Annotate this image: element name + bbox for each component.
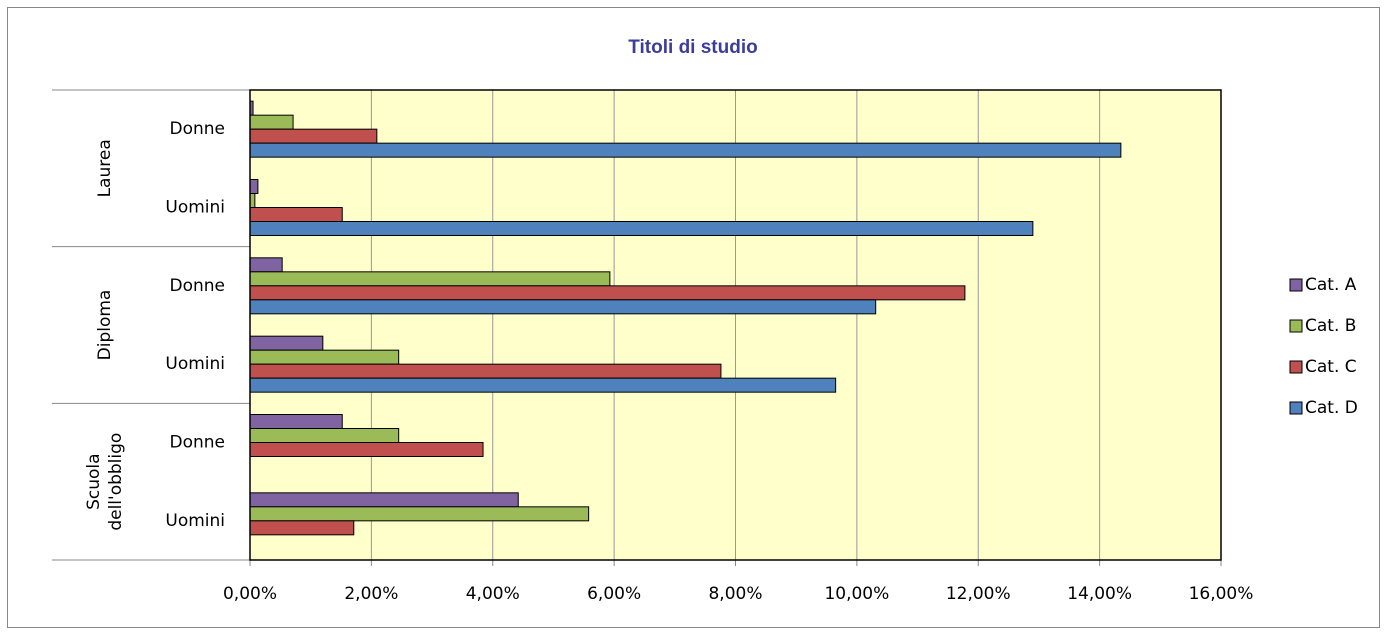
category-label: Uomini xyxy=(165,198,225,218)
chart-title: Titoli di studio xyxy=(628,37,757,58)
group-label: Laurea xyxy=(95,139,115,197)
x-tick-label: 8,00% xyxy=(708,584,762,604)
category-label: Donne xyxy=(170,119,226,139)
legend-label: Cat. D xyxy=(1305,398,1358,418)
bar xyxy=(249,377,837,393)
group-label-line: Laurea xyxy=(95,139,115,197)
category-label: Uomini xyxy=(165,354,225,374)
legend-swatch xyxy=(1289,401,1303,415)
group-label-line: Diploma xyxy=(95,290,115,361)
legend-label: Cat. A xyxy=(1305,275,1357,295)
legend-label: Cat. B xyxy=(1305,316,1356,336)
bar xyxy=(249,114,294,130)
group-label: Diploma xyxy=(95,290,115,361)
bar xyxy=(249,414,343,429)
x-tick-label: 2,00% xyxy=(344,584,398,604)
legend-swatch xyxy=(1289,319,1303,333)
bar xyxy=(249,207,343,222)
bar xyxy=(249,442,484,457)
bar xyxy=(249,142,1122,158)
x-tick-label: 14,00% xyxy=(1067,584,1132,604)
bar xyxy=(249,506,590,522)
bar xyxy=(249,299,877,315)
bar xyxy=(249,363,722,379)
plot-border xyxy=(249,89,1222,561)
x-tick-label: 16,00% xyxy=(1189,584,1254,604)
x-tick-label: 6,00% xyxy=(587,584,641,604)
x-tick-label: 4,00% xyxy=(466,584,520,604)
bar xyxy=(249,492,519,508)
legend-label: Cat. C xyxy=(1305,357,1357,377)
bar xyxy=(249,428,400,443)
x-tick-label: 12,00% xyxy=(946,584,1011,604)
bar xyxy=(249,221,1034,236)
bar xyxy=(249,257,283,273)
bar xyxy=(249,335,324,351)
bar xyxy=(249,285,966,301)
group-label-line: dell'obbligo xyxy=(106,433,126,531)
bar xyxy=(249,179,259,194)
legend-swatch xyxy=(1289,360,1303,374)
legend-swatch xyxy=(1289,278,1303,292)
bar xyxy=(249,128,378,144)
x-tick-label: 0,00% xyxy=(223,584,277,604)
category-label: Donne xyxy=(170,433,226,453)
category-label: Uomini xyxy=(165,511,225,531)
x-tick-label: 10,00% xyxy=(824,584,889,604)
bar xyxy=(249,520,355,536)
category-label: Donne xyxy=(170,276,226,296)
group-label: Scuola dell'obbligo xyxy=(84,433,126,531)
group-label-line: Scuola xyxy=(84,453,104,509)
bar xyxy=(249,349,400,365)
bar xyxy=(249,271,611,287)
